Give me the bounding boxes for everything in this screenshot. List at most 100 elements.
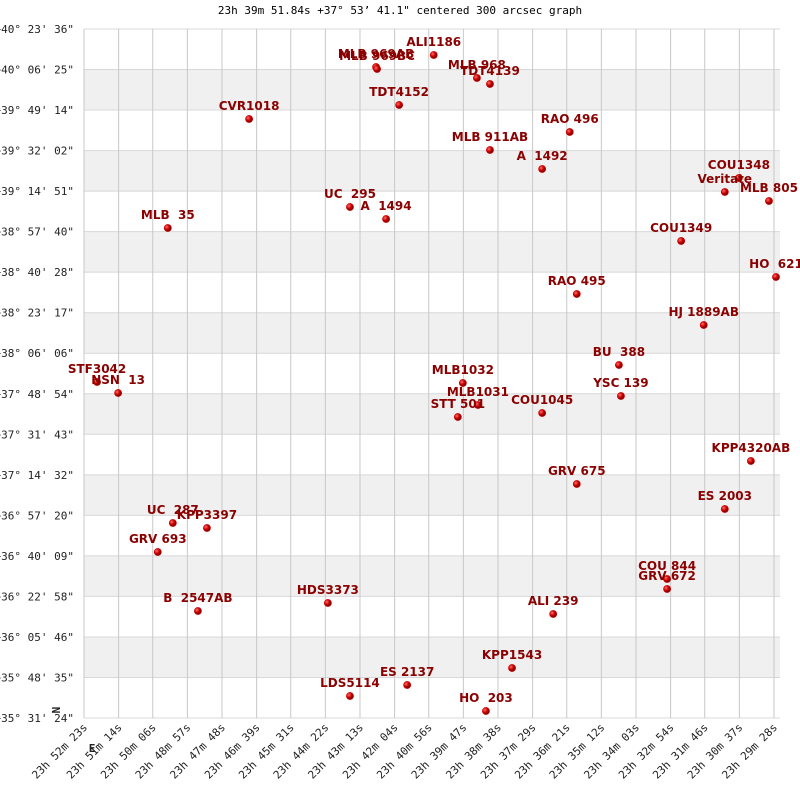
star-label: A 1494 [361, 199, 412, 213]
compass-north: N [50, 707, 63, 714]
star-label: MLB 969BC [339, 49, 415, 63]
star-label: MLB1032 [432, 363, 494, 377]
star-point [615, 361, 623, 369]
star-point [458, 379, 467, 387]
y-tick-label: +35° 31' 24" [0, 712, 74, 725]
star-point [474, 401, 482, 409]
star-point [429, 51, 438, 59]
star-label: COU1045 [511, 393, 573, 407]
star-label: GRV 672 [638, 569, 696, 583]
star-point [765, 197, 773, 205]
star-point [720, 505, 729, 513]
grid-band [84, 636, 780, 678]
grid-band [84, 393, 780, 435]
star-point [663, 585, 671, 593]
star-label: RAO 495 [548, 274, 606, 288]
star-label: ALI 239 [528, 594, 579, 608]
star-point [772, 273, 780, 281]
y-tick-label: +36° 22' 58" [0, 590, 74, 603]
grid-band [84, 474, 780, 516]
star-point [168, 519, 177, 527]
star-label: ES 2003 [698, 489, 752, 503]
star-label: COU1349 [650, 221, 712, 235]
star-point [453, 413, 462, 421]
star-point [677, 237, 686, 245]
star-label: TDT4152 [369, 85, 429, 99]
star-point [699, 321, 708, 329]
grid-band [84, 150, 780, 192]
star-label: YSC 139 [592, 376, 648, 390]
star-point [746, 457, 755, 465]
star-point [565, 128, 574, 136]
star-label: GRV 693 [129, 532, 187, 546]
star-point [245, 115, 253, 123]
star-point [163, 224, 172, 232]
star-label: STF3042 [68, 362, 126, 376]
star-label: Veritate [698, 172, 753, 186]
star-point [395, 101, 404, 109]
star-label: TDT4139 [460, 64, 520, 78]
y-tick-label: +39° 14' 51" [0, 185, 74, 198]
star-point [486, 146, 494, 154]
y-tick-label: +38° 06' 06" [0, 347, 74, 360]
star-point [482, 707, 490, 715]
y-tick-label: +40° 23' 36" [0, 23, 74, 36]
star-label: KPP1543 [482, 648, 542, 662]
star-label: MLB 35 [141, 208, 195, 222]
star-point [663, 575, 671, 583]
star-point [153, 548, 162, 556]
star-label: B 2547AB [163, 591, 232, 605]
star-point [382, 215, 390, 223]
y-tick-label: +40° 06' 25" [0, 64, 74, 77]
star-label: MLB 911AB [452, 130, 528, 144]
y-tick-label: +38° 57' 40" [0, 226, 74, 239]
star-point [323, 599, 332, 607]
star-label: BU 388 [593, 345, 645, 359]
star-point [194, 607, 202, 615]
star-point [549, 610, 558, 618]
y-tick-label: +37° 31' 43" [0, 428, 74, 441]
y-tick-label: +37° 48' 54" [0, 388, 74, 401]
y-tick-label: +35° 48' 35" [0, 671, 74, 684]
star-point [203, 524, 211, 532]
star-label: ALI1186 [406, 35, 461, 49]
star-point [346, 203, 354, 211]
y-tick-label: +38° 40' 28" [0, 266, 74, 279]
star-label: MLB 969AB [338, 47, 414, 61]
star-label: MLB1031 [447, 385, 509, 399]
star-point [572, 480, 581, 488]
star-point [538, 165, 547, 173]
star-label: KPP3397 [177, 508, 237, 522]
y-tick-label: +39° 32' 02" [0, 145, 74, 158]
star-point [486, 80, 494, 88]
star-label: COU1348 [708, 158, 770, 172]
star-label: COU 844 [638, 559, 696, 573]
star-label: CVR1018 [219, 99, 280, 113]
star-label: ES 2137 [380, 665, 434, 679]
star-label: HO 621 [749, 257, 800, 271]
star-label: HO 203 [459, 691, 513, 705]
star-point [734, 174, 743, 182]
y-tick-label: +36° 05' 46" [0, 631, 74, 644]
y-tick-label: +39° 49' 14" [0, 104, 74, 117]
star-point [720, 188, 729, 196]
grid-band [84, 231, 780, 273]
grid-band [84, 312, 780, 354]
star-point [373, 65, 381, 73]
star-label: MLB 805 [740, 181, 798, 195]
chart-title: 23h 39m 51.84s +37° 53’ 41.1" centered 3… [218, 4, 582, 17]
star-point [508, 664, 516, 672]
star-label: HJ 1889AB [668, 305, 739, 319]
y-tick-label: +38° 23' 17" [0, 307, 74, 320]
star-point [473, 74, 481, 82]
star-point [403, 681, 412, 689]
star-label: HDS3373 [297, 583, 359, 597]
star-label: A 1492 [517, 149, 568, 163]
star-label: GRV 675 [548, 464, 606, 478]
star-label: STT 501 [431, 397, 486, 411]
star-point [93, 378, 101, 386]
star-point [114, 389, 123, 397]
star-point [572, 290, 581, 298]
y-tick-label: +36° 57' 20" [0, 509, 74, 522]
